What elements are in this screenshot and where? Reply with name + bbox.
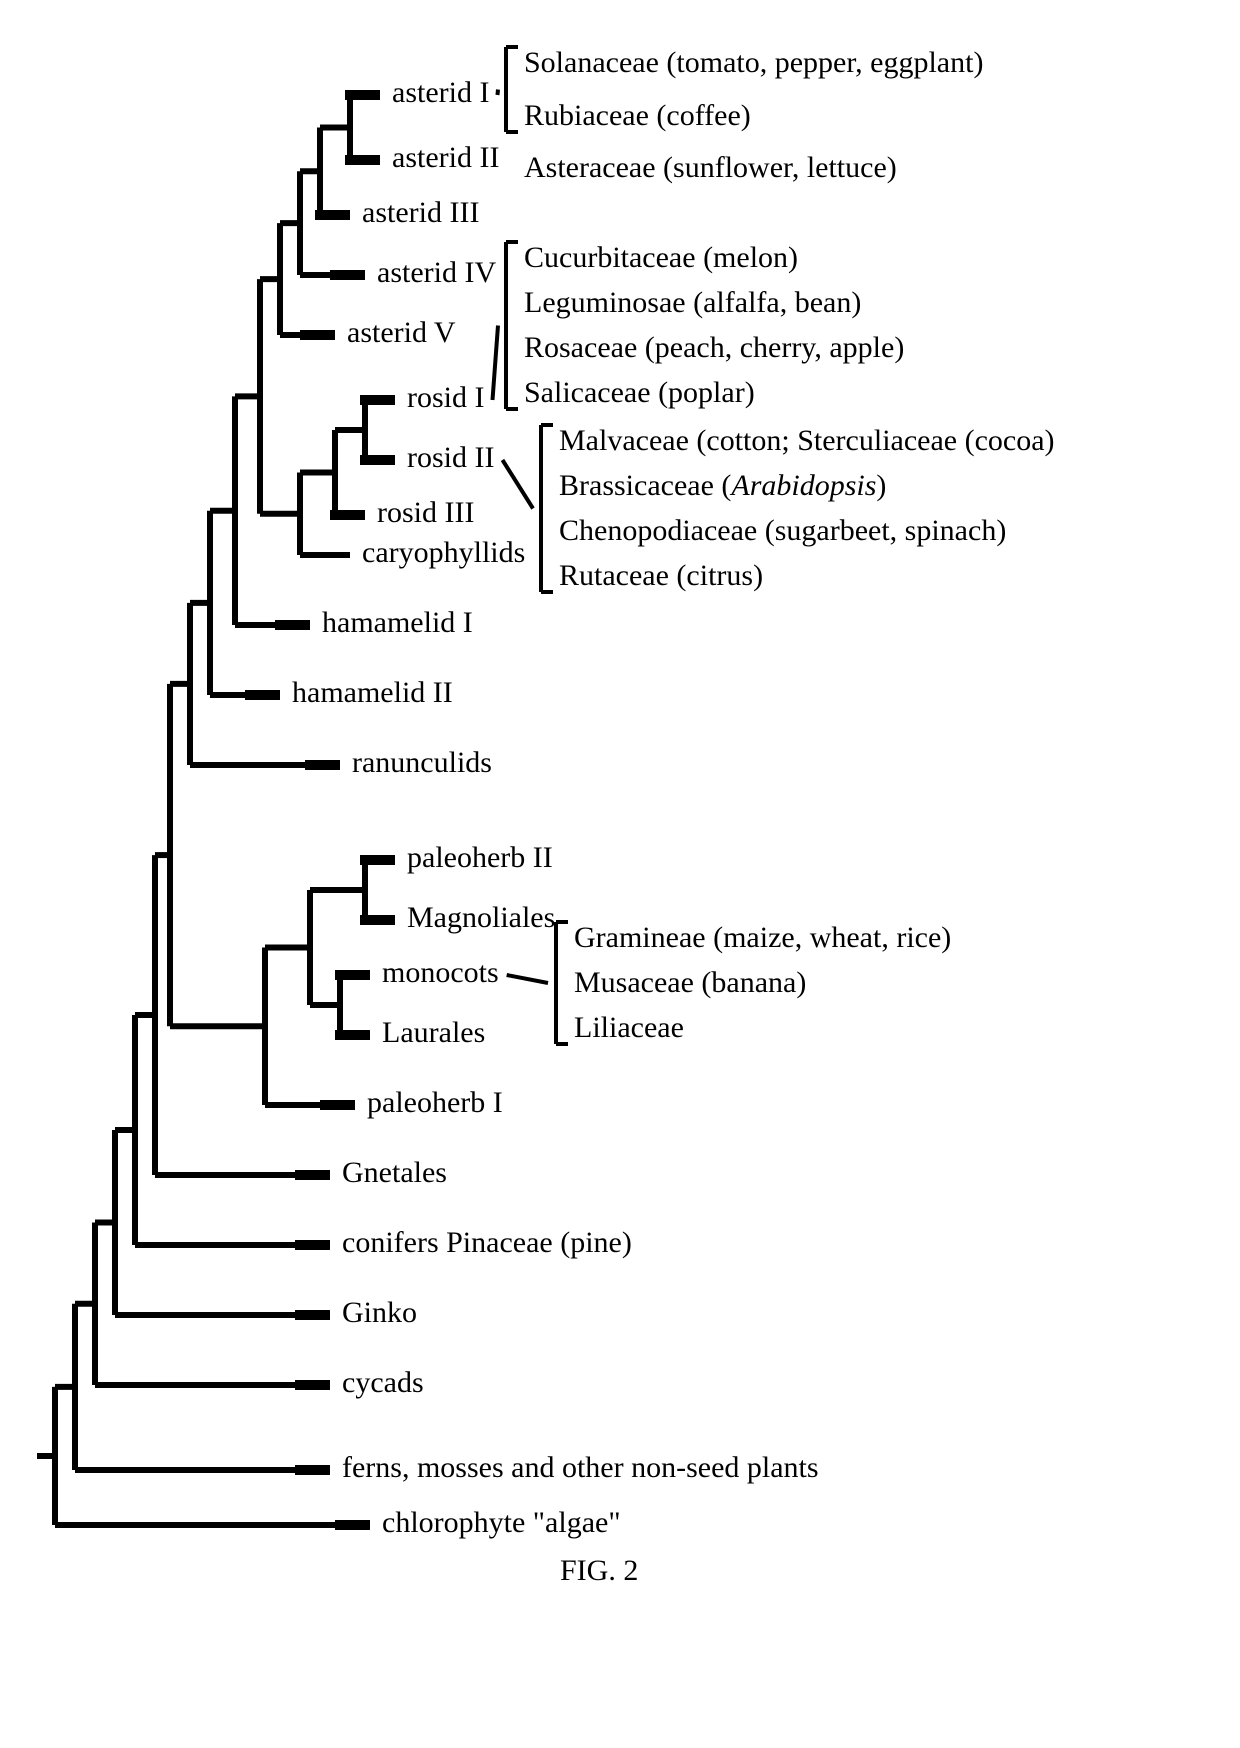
annotation-line-ann-rosid1-2: Rosaceae (peach, cherry, apple)	[524, 331, 904, 364]
annotation-connector-ann-asterid1	[497, 90, 498, 96]
tip-label-caryo: caryophyllids	[362, 536, 525, 569]
tip-label-cycads: cycads	[342, 1366, 424, 1399]
annotation-line-ann-rosid2-0: Malvaceae (cotton; Sterculiaceae (cocoa)	[559, 424, 1055, 457]
annotation-line-ann-rosid1-3: Salicaceae (poplar)	[524, 376, 755, 409]
annotation-line-ann-monocots-1: Musaceae (banana)	[574, 966, 806, 999]
tip-label-laurales: Laurales	[382, 1016, 485, 1049]
tip-label-rosid3: rosid III	[377, 496, 474, 529]
tip-label-asterid3: asterid III	[362, 196, 479, 229]
tip-label-magnoliales: Magnoliales	[407, 901, 555, 934]
annotation-line-ann-asterid1-0: Solanaceae (tomato, pepper, eggplant)	[524, 46, 983, 79]
tip-label-ginko: Ginko	[342, 1296, 417, 1329]
annotation-line-ann-asterid1-1: Rubiaceae (coffee)	[524, 99, 751, 132]
tip-label-conifers: conifers Pinaceae (pine)	[342, 1226, 632, 1259]
annotation-line-ann-rosid2-3: Rutaceae (citrus)	[559, 559, 763, 592]
annotation-line-ann-rosid2-2: Chenopodiaceae (sugarbeet, spinach)	[559, 514, 1006, 547]
tip-label-asterid5: asterid V	[347, 316, 456, 349]
annotation-connector-ann-monocots	[507, 975, 548, 983]
tip-label-ferns: ferns, mosses and other non-seed plants	[342, 1451, 819, 1484]
tip-label-algae: chlorophyte "algae"	[382, 1506, 621, 1539]
tip-label-hamamelid2: hamamelid II	[292, 676, 453, 709]
tip-label-hamamelid1: hamamelid I	[322, 606, 473, 639]
tip-label-paleoherb1: paleoherb I	[367, 1086, 503, 1119]
tip-label-paleoherb2: paleoherb II	[407, 841, 553, 874]
annotation-connector-ann-rosid1	[493, 326, 499, 401]
annotation-connector-ann-rosid2	[502, 460, 533, 509]
tip-label-asterid1: asterid I	[392, 76, 489, 109]
tip-label-ranunc: ranunculids	[352, 746, 492, 779]
tip-label-monocots: monocots	[382, 956, 499, 989]
tip-label-asterid2: asterid II	[392, 141, 499, 174]
phylo-tree: asterid I asterid II asterid III asterid IV…	[0, 0, 1240, 1748]
figure-caption: FIG. 2	[560, 1554, 638, 1587]
annotation-line-ann-monocots-2: Liliaceae	[574, 1011, 684, 1044]
tip-label-asterid4: asterid IV	[377, 256, 496, 289]
tip-label-rosid1: rosid I	[407, 381, 485, 414]
tip-label-rosid2: rosid II	[407, 441, 494, 474]
annotation-line-ann-rosid1-1: Leguminosae (alfalfa, bean)	[524, 286, 861, 319]
annotation-line-ann-rosid2-1: Brassicaceae (Arabidopsis)	[559, 469, 886, 502]
annotation-line-ann-rosid1-0: Cucurbitaceae (melon)	[524, 241, 798, 274]
annotation-line-ann-monocots-0: Gramineae (maize, wheat, rice)	[574, 921, 951, 954]
tip-label-gnetales: Gnetales	[342, 1156, 447, 1189]
annotation-line-ann-asterid2-0: Asteraceae (sunflower, lettuce)	[524, 151, 897, 184]
